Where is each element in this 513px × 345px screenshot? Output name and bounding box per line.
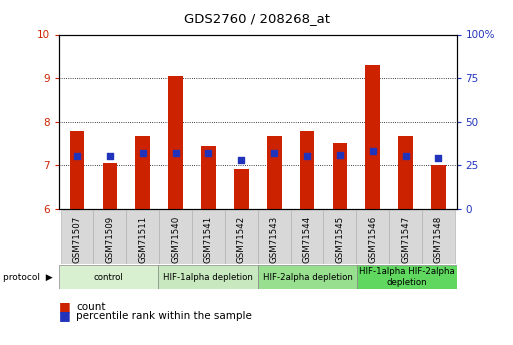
Bar — [357, 265, 457, 289]
Point — [435, 156, 443, 161]
Text: GSM71540: GSM71540 — [171, 216, 180, 263]
Bar — [258, 210, 291, 264]
Text: GSM71509: GSM71509 — [106, 216, 114, 263]
Bar — [126, 210, 159, 264]
Text: ■: ■ — [59, 300, 71, 313]
Point — [270, 150, 279, 156]
Point — [369, 148, 377, 154]
Point — [303, 154, 311, 159]
Text: GSM71547: GSM71547 — [401, 216, 410, 263]
Point — [204, 150, 212, 156]
Text: protocol  ▶: protocol ▶ — [3, 273, 52, 282]
Text: HIF-1alpha HIF-2alpha
depletion: HIF-1alpha HIF-2alpha depletion — [359, 267, 455, 287]
Bar — [192, 210, 225, 264]
Text: GSM71507: GSM71507 — [72, 216, 82, 263]
Text: GDS2760 / 208268_at: GDS2760 / 208268_at — [184, 12, 329, 25]
Bar — [332, 144, 347, 209]
Bar — [201, 146, 216, 209]
Text: HIF-1alpha depletion: HIF-1alpha depletion — [163, 273, 253, 282]
Text: GSM71545: GSM71545 — [336, 216, 344, 263]
Point — [402, 154, 410, 159]
Point — [171, 150, 180, 156]
Bar — [168, 76, 183, 209]
Bar — [398, 136, 413, 209]
Text: control: control — [94, 273, 124, 282]
Text: HIF-2alpha depletion: HIF-2alpha depletion — [263, 273, 352, 282]
Text: GSM71542: GSM71542 — [237, 216, 246, 263]
Point — [73, 154, 81, 159]
Bar — [225, 210, 258, 264]
Text: GSM71541: GSM71541 — [204, 216, 213, 263]
Bar — [93, 210, 126, 264]
Bar — [389, 210, 422, 264]
Bar — [59, 265, 159, 289]
Bar — [267, 136, 282, 209]
Text: ■: ■ — [59, 309, 71, 323]
Text: GSM71543: GSM71543 — [270, 216, 279, 263]
Bar — [291, 210, 324, 264]
Bar — [324, 210, 357, 264]
Text: count: count — [76, 302, 106, 312]
Bar — [70, 131, 85, 209]
Point — [139, 150, 147, 156]
Bar — [258, 265, 357, 289]
Text: GSM71548: GSM71548 — [434, 216, 443, 263]
Bar — [431, 165, 446, 209]
Bar — [234, 169, 249, 209]
Bar — [422, 210, 455, 264]
Point — [106, 154, 114, 159]
Text: GSM71544: GSM71544 — [303, 216, 311, 263]
Bar — [300, 131, 314, 209]
Bar — [61, 210, 93, 264]
Bar — [365, 65, 380, 209]
Bar — [159, 210, 192, 264]
Text: GSM71546: GSM71546 — [368, 216, 377, 263]
Bar — [159, 265, 258, 289]
Point — [237, 157, 245, 163]
Bar — [103, 163, 117, 209]
Text: GSM71511: GSM71511 — [139, 216, 147, 263]
Point — [336, 152, 344, 157]
Bar — [357, 210, 389, 264]
Text: percentile rank within the sample: percentile rank within the sample — [76, 311, 252, 321]
Bar — [135, 136, 150, 209]
